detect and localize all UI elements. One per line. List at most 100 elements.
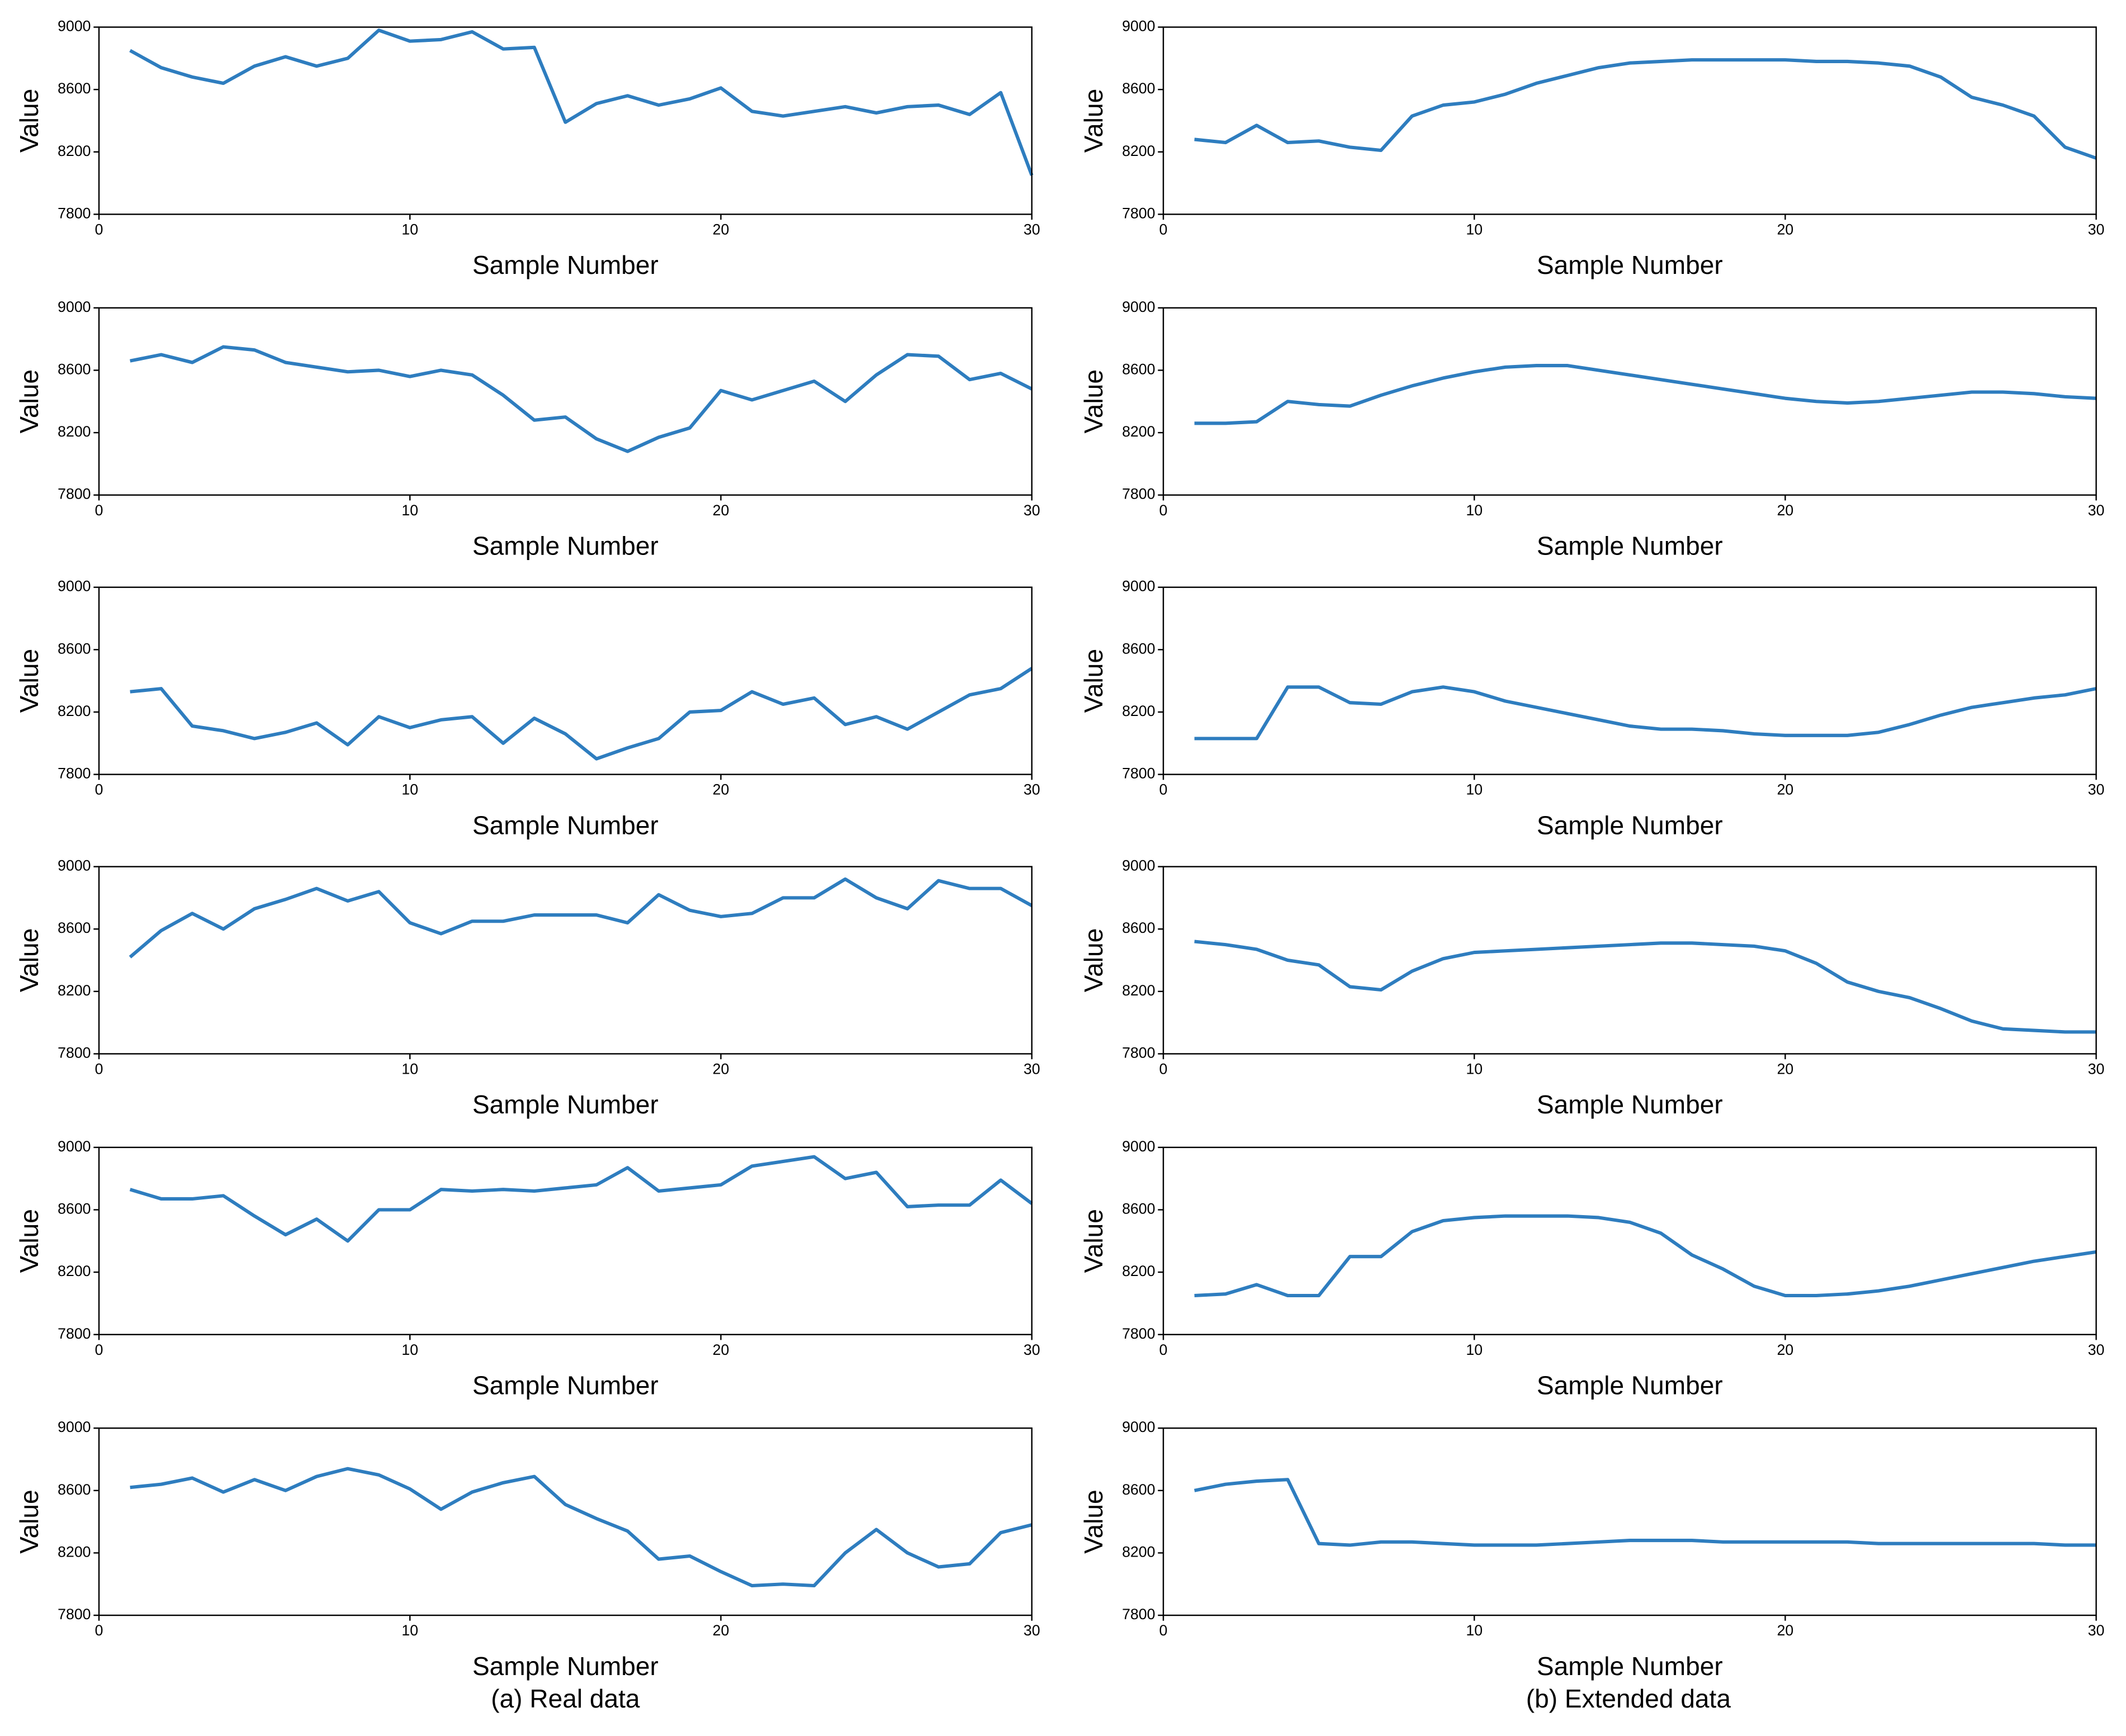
y-axis-label: Value — [15, 1490, 44, 1553]
x-tick-label: 30 — [1024, 1341, 1040, 1358]
y-tick-label: 7800 — [58, 205, 91, 221]
y-tick-label: 9000 — [1122, 18, 1155, 35]
y-tick-label: 8200 — [1122, 423, 1155, 440]
x-tick-label: 30 — [2088, 1061, 2105, 1078]
x-tick-label: 0 — [95, 502, 103, 519]
y-tick-label: 7800 — [1122, 1606, 1155, 1623]
y-tick-label: 7800 — [1122, 486, 1155, 502]
x-tick-label: 20 — [713, 1622, 730, 1639]
x-tick-label: 20 — [1777, 221, 1794, 238]
y-axis-label: Value — [1079, 1209, 1108, 1273]
data-line — [1194, 685, 2097, 741]
y-axis-label: Value — [15, 649, 44, 713]
x-tick-label: 0 — [1159, 1622, 1168, 1639]
y-tick-label: 8600 — [58, 919, 91, 936]
plot-frame — [98, 1146, 1033, 1335]
x-axis-label: Sample Number — [1537, 1090, 1723, 1119]
plot-frame — [98, 1427, 1033, 1616]
y-tick-label: 8200 — [58, 703, 91, 719]
y-tick-label: 8200 — [1122, 1263, 1155, 1279]
y-tick-label: 7800 — [58, 1325, 91, 1342]
x-tick-label: 0 — [1159, 1341, 1168, 1358]
x-tick-label: 30 — [1024, 781, 1040, 798]
y-tick-label: 7800 — [58, 765, 91, 782]
y-tick-label: 9000 — [58, 857, 91, 874]
y-tick-label: 7800 — [58, 1606, 91, 1623]
y-tick-label: 8600 — [1122, 1481, 1155, 1498]
data-line — [129, 1155, 1033, 1243]
x-axis-label: Sample Number — [472, 1090, 659, 1119]
x-tick-label: 20 — [1777, 1341, 1794, 1358]
caption: (b) Extended data — [1526, 1684, 1731, 1713]
x-axis-label: Sample Number — [1537, 1652, 1723, 1681]
y-tick-label: 9000 — [58, 298, 91, 315]
x-tick-label: 10 — [401, 781, 418, 798]
x-tick-label: 30 — [2088, 1622, 2105, 1639]
data-line — [1194, 1478, 2096, 1547]
y-tick-label: 8600 — [1122, 640, 1155, 657]
x-axis-label: Sample Number — [472, 250, 659, 279]
y-tick-label: 8200 — [1122, 1543, 1155, 1560]
plot-frame — [1162, 1427, 2097, 1616]
y-tick-label: 7800 — [1122, 205, 1155, 221]
x-axis-label: Sample Number — [472, 1371, 659, 1400]
data-line — [130, 667, 1033, 761]
x-tick-label: 0 — [95, 1622, 103, 1639]
x-tick-label: 20 — [1777, 1061, 1794, 1078]
plot-frame — [1162, 586, 2097, 775]
x-tick-label: 10 — [1466, 221, 1483, 238]
x-tick-label: 10 — [401, 502, 418, 519]
x-tick-label: 30 — [1024, 1061, 1040, 1078]
y-axis-label: Value — [1079, 928, 1108, 992]
plot-frame — [1162, 26, 2097, 215]
x-tick-label: 20 — [713, 1061, 730, 1078]
y-tick-label: 8200 — [1122, 982, 1155, 999]
y-tick-label: 9000 — [1122, 298, 1155, 315]
y-tick-label: 9000 — [1122, 1419, 1155, 1435]
y-tick-label: 9000 — [58, 18, 91, 35]
y-tick-label: 8600 — [1122, 80, 1155, 97]
y-tick-label: 7800 — [1122, 1044, 1155, 1061]
y-tick-label: 8600 — [58, 1201, 91, 1217]
plot-frame — [98, 586, 1033, 775]
y-tick-label: 8200 — [58, 1543, 91, 1560]
y-tick-label: 9000 — [58, 1138, 91, 1155]
x-tick-label: 30 — [2088, 221, 2105, 238]
x-tick-label: 0 — [1159, 1061, 1168, 1078]
x-axis-label: Sample Number — [472, 531, 659, 560]
plot-frame — [98, 307, 1033, 496]
x-tick-label: 0 — [1159, 221, 1168, 238]
y-tick-label: 8600 — [58, 361, 91, 377]
x-tick-label: 30 — [2088, 781, 2105, 798]
x-axis-label: Sample Number — [1537, 810, 1723, 839]
y-tick-label: 8600 — [58, 640, 91, 657]
plot-frame — [1162, 1146, 2097, 1335]
x-tick-label: 10 — [1466, 502, 1483, 519]
x-tick-label: 10 — [401, 1622, 418, 1639]
data-line — [129, 29, 1034, 176]
x-tick-label: 10 — [401, 221, 418, 238]
y-tick-label: 8200 — [58, 423, 91, 440]
x-tick-label: 0 — [95, 221, 103, 238]
x-tick-label: 0 — [95, 781, 103, 798]
x-tick-label: 30 — [2088, 502, 2105, 519]
data-line — [130, 345, 1033, 453]
plot-frame — [98, 866, 1033, 1055]
y-tick-label: 9000 — [1122, 1138, 1155, 1155]
x-tick-label: 20 — [1777, 781, 1794, 798]
plot-frame — [1162, 307, 2097, 496]
plot-frame — [1162, 866, 2097, 1055]
y-tick-label: 8600 — [1122, 1201, 1155, 1217]
x-tick-label: 10 — [1466, 1341, 1483, 1358]
y-axis-label: Value — [1079, 369, 1108, 433]
caption: (a) Real data — [491, 1684, 640, 1713]
y-tick-label: 8600 — [58, 80, 91, 97]
x-tick-label: 10 — [401, 1341, 418, 1358]
y-tick-label: 7800 — [1122, 765, 1155, 782]
x-tick-label: 10 — [1466, 1061, 1483, 1078]
y-tick-label: 8600 — [1122, 361, 1155, 377]
x-tick-label: 0 — [95, 1061, 103, 1078]
x-tick-label: 10 — [1466, 1622, 1483, 1639]
y-tick-label: 8200 — [58, 143, 91, 159]
